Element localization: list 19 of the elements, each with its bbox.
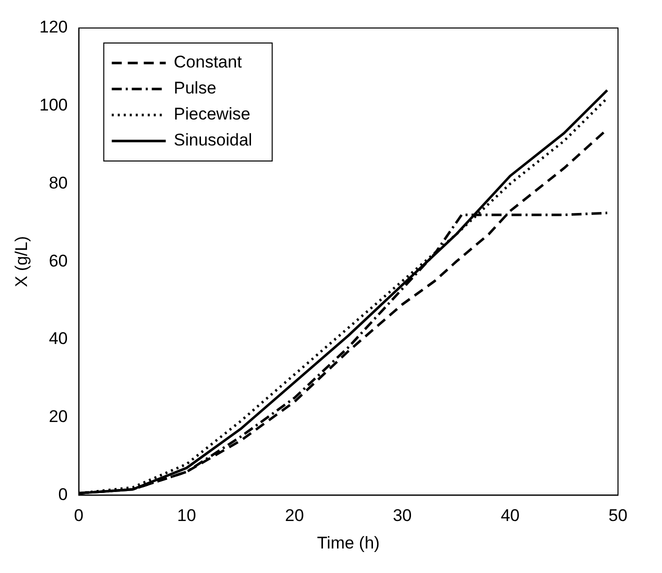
- y-tick-label: 0: [58, 484, 68, 504]
- y-tick-label: 120: [39, 18, 68, 37]
- y-tick-label: 100: [39, 96, 68, 115]
- x-tick-label: 0: [74, 506, 84, 526]
- x-tick-label: 40: [500, 506, 520, 526]
- legend-label: Pulse: [174, 78, 216, 98]
- y-tick-label: 60: [48, 251, 68, 270]
- y-tick-label: 80: [48, 173, 68, 192]
- legend-label: Sinusoidal: [174, 130, 252, 150]
- legend-label: Constant: [174, 52, 242, 72]
- x-tick-label: 30: [392, 506, 412, 526]
- legend-label: Piecewise: [174, 104, 250, 124]
- y-tick-label: 40: [48, 329, 68, 348]
- x-axis-title: Time (h): [317, 533, 380, 552]
- x-tick-label: 10: [177, 506, 196, 526]
- x-tick-label: 50: [608, 506, 628, 526]
- y-axis-title: X (g/L): [12, 236, 31, 288]
- y-tick-label: 20: [48, 407, 68, 426]
- x-tick-label: 20: [284, 506, 304, 526]
